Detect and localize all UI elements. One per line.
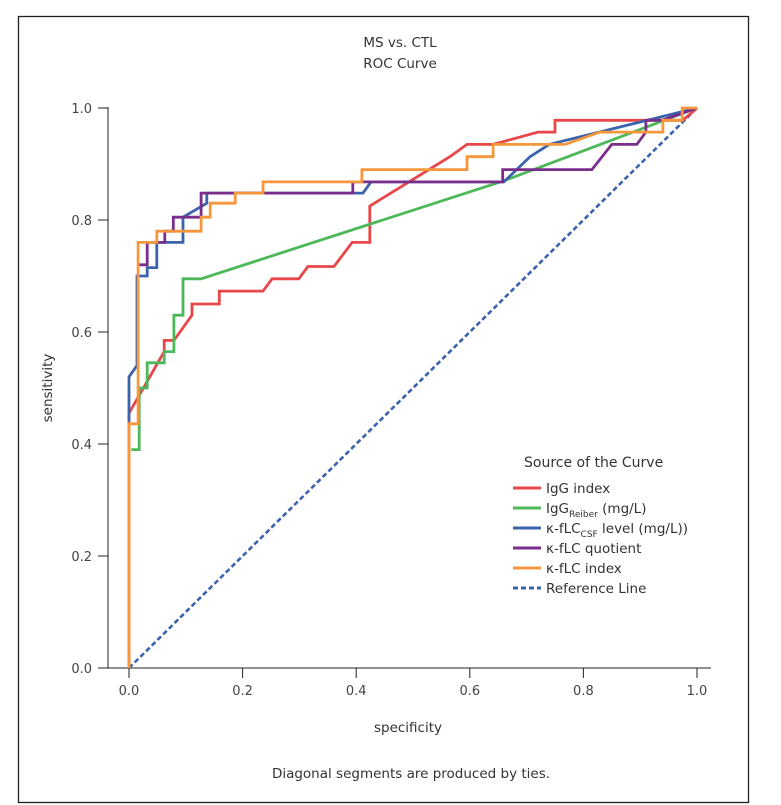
legend-label-subscript: Reiber: [569, 510, 598, 520]
y-tick-label: 0.6: [71, 326, 92, 341]
x-tick-label: 0.0: [119, 684, 140, 699]
legend-label-main: IgG index: [546, 481, 610, 497]
x-tick-label: 0.2: [232, 684, 253, 699]
y-tick-label: 0.8: [71, 214, 92, 229]
series-layer: [127, 106, 698, 669]
legend-label-tail: level (mg/L)): [598, 521, 688, 537]
legend-label: κ-fLCCSF level (mg/L)): [546, 521, 688, 540]
y-tick-label: 0.0: [71, 662, 92, 677]
x-tick-label: 1.0: [687, 684, 708, 699]
y-ticks: 0.0 0.2 0.4 0.6 0.8 1.0: [71, 102, 108, 677]
y-tick-label: 1.0: [71, 102, 92, 117]
series-line-flc-index: [127, 106, 697, 668]
legend-label: κ-fLC quotient: [546, 541, 641, 557]
x-ticks: 0.0 0.2 0.4 0.6 0.8 1.0: [119, 668, 708, 699]
legend-label: κ-fLC index: [546, 561, 622, 577]
y-tick-label: 0.2: [71, 550, 92, 565]
x-tick-label: 0.4: [346, 684, 367, 699]
legend-label: IgGReiber (mg/L): [546, 501, 646, 520]
series-line-igg-reiber-mg-l: [131, 106, 698, 451]
legend-label-main: IgG: [546, 501, 569, 517]
chart-subtitle: ROC Curve: [363, 56, 437, 72]
y-axis-label: sensitivity: [40, 354, 56, 423]
legend: Source of the Curve IgG index IgGReiber (…: [513, 455, 688, 597]
y-tick-label: 0.4: [71, 438, 92, 453]
axes: [98, 107, 711, 669]
legend-label-main: κ-fLC: [546, 521, 581, 537]
series-line-flc-quotient: [138, 106, 698, 267]
legend-label: Reference Line: [546, 581, 646, 597]
series-line-reference-line: [128, 107, 698, 669]
legend-label-main: Reference Line: [546, 581, 646, 597]
legend-label-tail: (mg/L): [598, 501, 647, 517]
legend-label-subscript: CSF: [581, 530, 598, 540]
footnote: Diagonal segments are produced by ties.: [272, 766, 550, 782]
chart-title: MS vs. CTL: [363, 35, 437, 51]
legend-label: IgG index: [546, 481, 610, 497]
legend-title: Source of the Curve: [524, 455, 663, 471]
legend-label-main: κ-fLC quotient: [546, 541, 641, 557]
legend-label-main: κ-fLC index: [546, 561, 622, 577]
x-tick-label: 0.8: [573, 684, 594, 699]
x-tick-label: 0.6: [459, 684, 480, 699]
x-axis-label: specificity: [374, 720, 442, 736]
